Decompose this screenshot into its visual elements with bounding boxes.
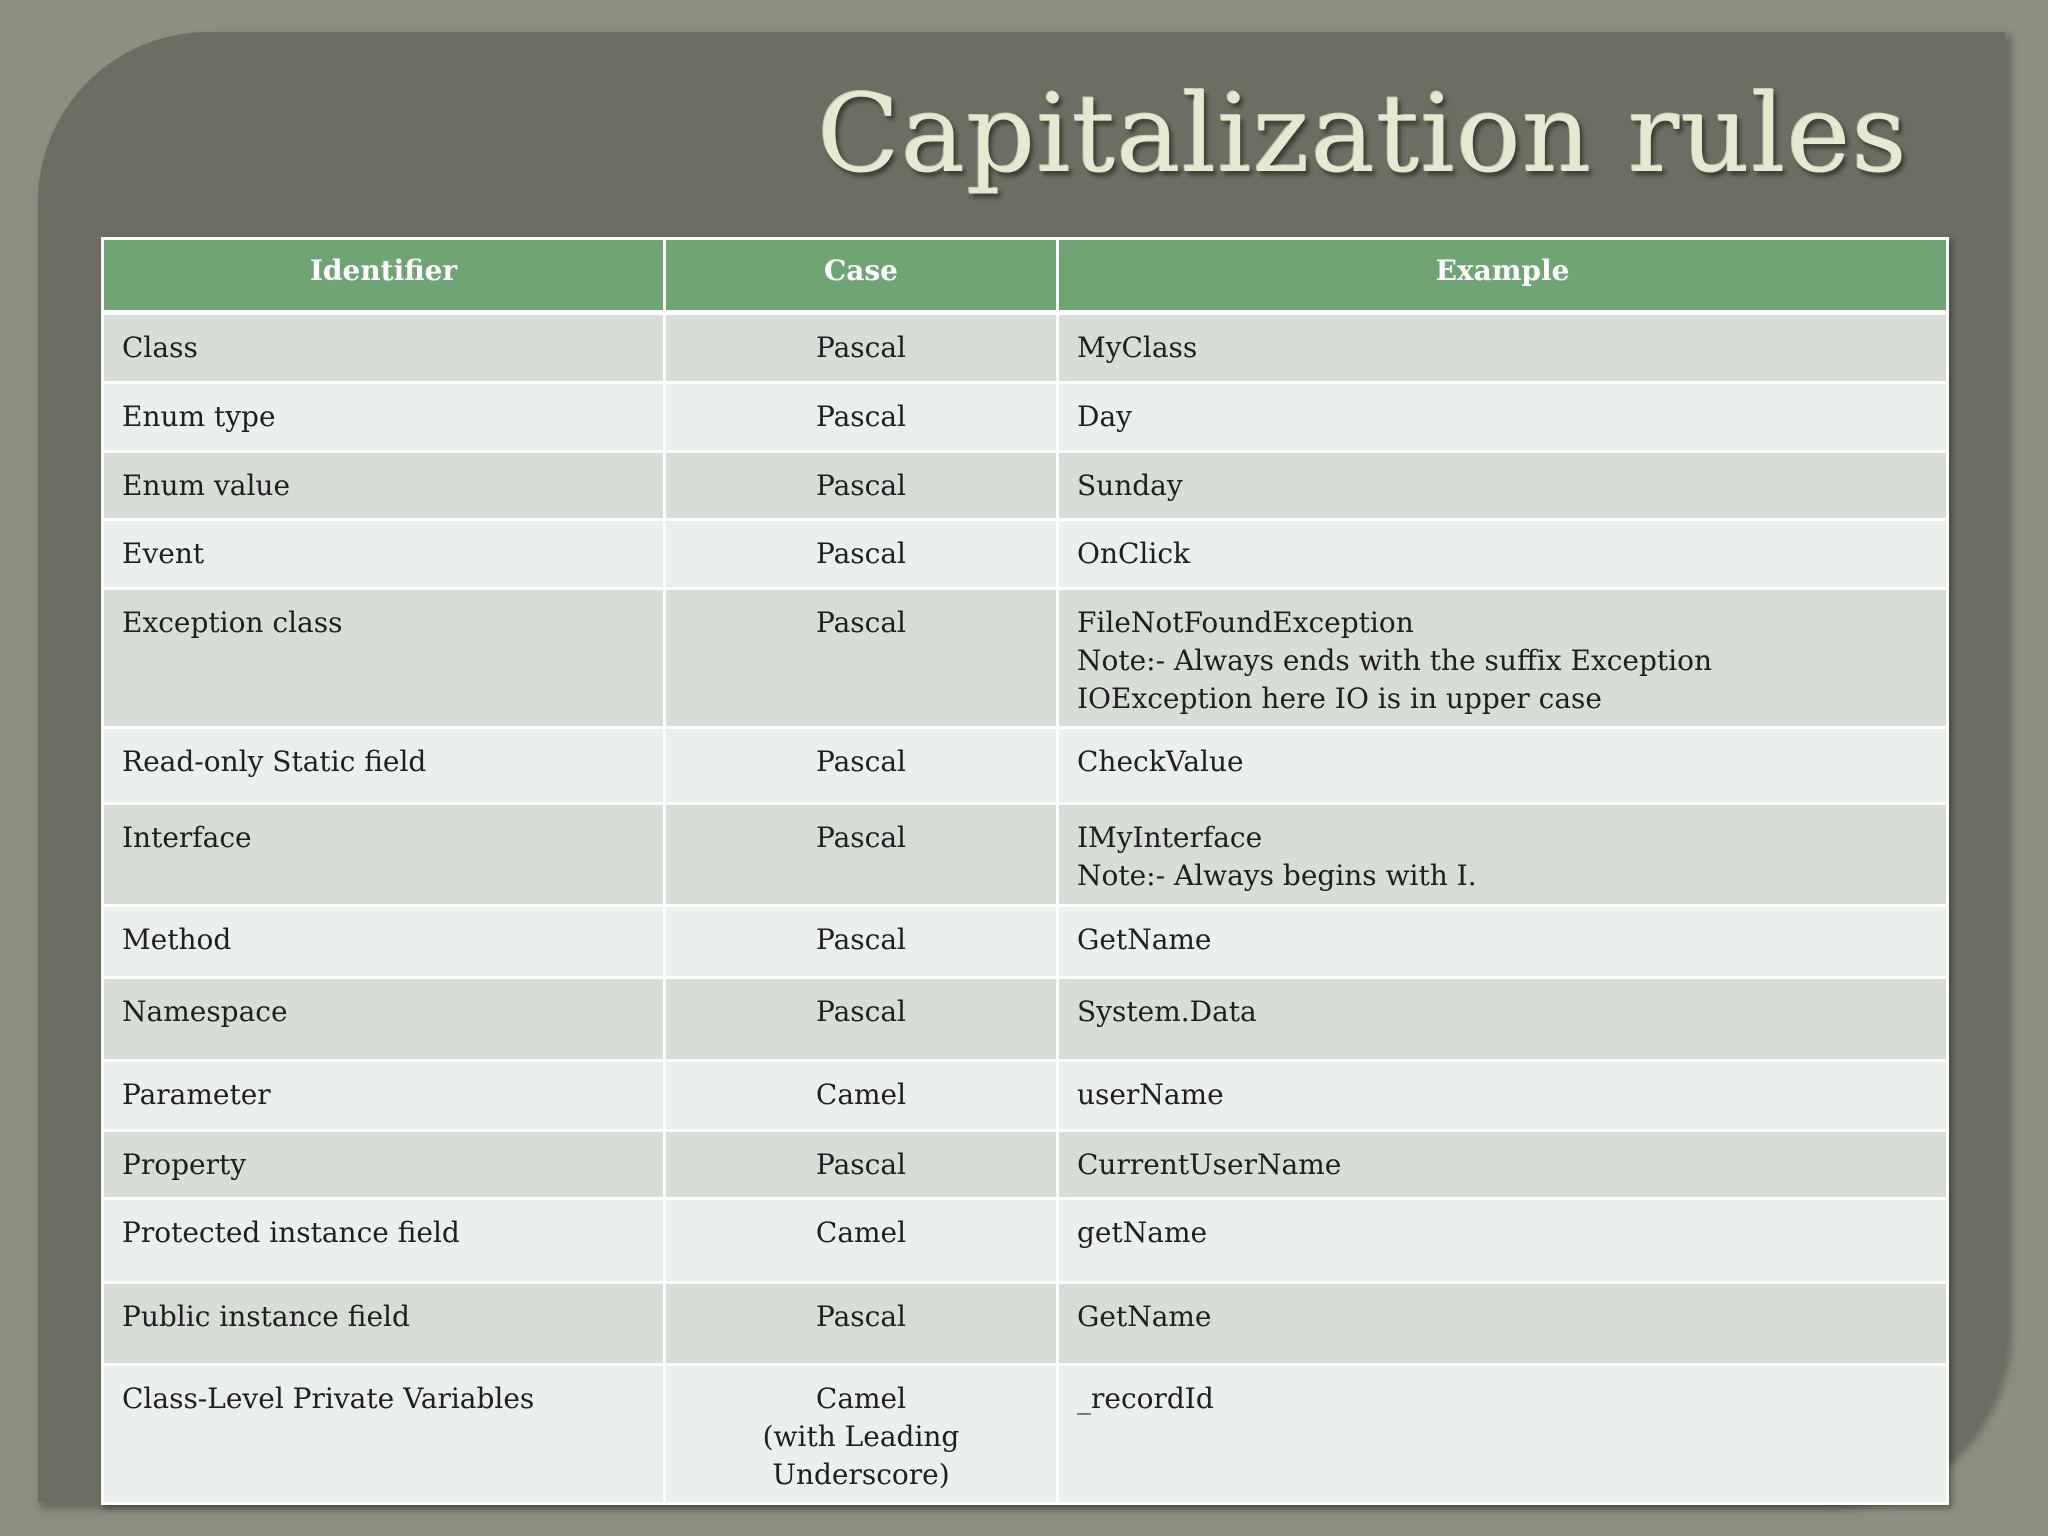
table-row: Public instance field Pascal GetName: [101, 1281, 1949, 1366]
table-row: Enum type Pascal Day: [101, 381, 1949, 453]
example-cell: IMyInterface Note:- Always begins with I…: [1056, 802, 1949, 907]
case-cell: Pascal: [663, 587, 1059, 729]
example-cell: userName: [1056, 1059, 1949, 1132]
case-cell: Pascal: [663, 726, 1059, 805]
case-cell: Camel: [663, 1059, 1059, 1132]
example-text: FileNotFoundException Note:- Always ends…: [1077, 606, 1713, 715]
identifier-cell: Exception class: [101, 587, 666, 729]
header-case: Case: [663, 237, 1059, 315]
example-cell: getName: [1056, 1197, 1949, 1284]
example-cell: System.Data: [1056, 976, 1949, 1062]
table-row: Class Pascal MyClass: [101, 311, 1949, 384]
table-row: Class-Level Private Variables Camel (wit…: [101, 1363, 1949, 1505]
identifier-cell: Property: [101, 1129, 666, 1200]
case-text: Camel (with Leading Underscore): [762, 1382, 960, 1491]
example-cell: Day: [1056, 381, 1949, 453]
case-cell: Pascal: [663, 976, 1059, 1062]
table-header-row: Identifier Case Example: [101, 237, 1949, 315]
example-cell: OnClick: [1056, 518, 1949, 590]
example-cell: MyClass: [1056, 311, 1949, 384]
case-cell: Pascal: [663, 1281, 1059, 1366]
identifier-cell: Method: [101, 904, 666, 979]
identifier-cell: Public instance field: [101, 1281, 666, 1366]
case-cell: Pascal: [663, 450, 1059, 521]
case-cell: Camel (with Leading Underscore): [663, 1363, 1059, 1505]
identifier-cell: Read-only Static field: [101, 726, 666, 805]
case-cell: Pascal: [663, 1129, 1059, 1200]
identifier-cell: Parameter: [101, 1059, 666, 1132]
table-row: Event Pascal OnClick: [101, 518, 1949, 590]
example-cell: Sunday: [1056, 450, 1949, 521]
example-cell: _recordId: [1056, 1363, 1949, 1505]
table-row: Interface Pascal IMyInterface Note:- Alw…: [101, 802, 1949, 907]
case-cell: Camel: [663, 1197, 1059, 1284]
identifier-cell: Event: [101, 518, 666, 590]
table-row: Enum value Pascal Sunday: [101, 450, 1949, 521]
case-cell: Pascal: [663, 802, 1059, 907]
table-body: Class Pascal MyClass Enum type Pascal Da…: [101, 311, 1949, 1505]
case-cell: Pascal: [663, 518, 1059, 590]
identifier-cell: Enum value: [101, 450, 666, 521]
identifier-cell: Class: [101, 311, 666, 384]
case-cell: Pascal: [663, 381, 1059, 453]
table-row: Protected instance field Camel getName: [101, 1197, 1949, 1284]
identifier-cell: Enum type: [101, 381, 666, 453]
header-example: Example: [1056, 237, 1949, 315]
example-cell: CurrentUserName: [1056, 1129, 1949, 1200]
identifier-cell: Namespace: [101, 976, 666, 1062]
case-cell: Pascal: [663, 311, 1059, 384]
identifier-cell: Protected instance field: [101, 1197, 666, 1284]
example-cell: GetName: [1056, 904, 1949, 979]
example-cell: CheckValue: [1056, 726, 1949, 805]
capitalization-table: Identifier Case Example Class Pascal MyC…: [101, 237, 1949, 1505]
table-row: Property Pascal CurrentUserName: [101, 1129, 1949, 1200]
example-text: IMyInterface Note:- Always begins with I…: [1077, 821, 1477, 892]
identifier-cell: Class-Level Private Variables: [101, 1363, 666, 1505]
slide-title: Capitalization rules: [817, 72, 1908, 197]
case-cell: Pascal: [663, 904, 1059, 979]
table-row: Namespace Pascal System.Data: [101, 976, 1949, 1062]
table-row: Read-only Static field Pascal CheckValue: [101, 726, 1949, 805]
table-row: Parameter Camel userName: [101, 1059, 1949, 1132]
identifier-cell: Interface: [101, 802, 666, 907]
table-row: Method Pascal GetName: [101, 904, 1949, 979]
header-identifier: Identifier: [101, 237, 666, 315]
example-cell: GetName: [1056, 1281, 1949, 1366]
table-row: Exception class Pascal FileNotFoundExcep…: [101, 587, 1949, 729]
example-cell: FileNotFoundException Note:- Always ends…: [1056, 587, 1949, 729]
